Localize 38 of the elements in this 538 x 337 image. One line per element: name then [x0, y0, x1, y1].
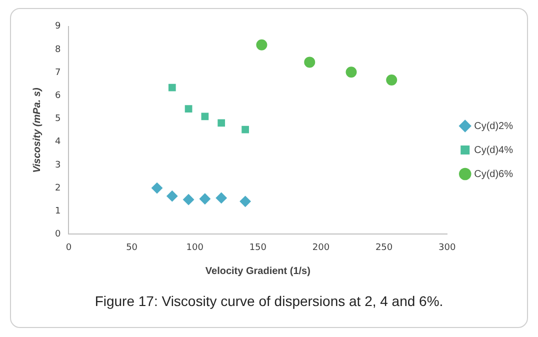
x-tick-label: 0: [66, 242, 72, 253]
text: Figure 17: Viscosity curve of dispersions at 2, 4 and 6%.: [94, 293, 444, 309]
point: [199, 193, 210, 204]
x-tick-label: 150: [249, 242, 267, 253]
y-tick-label: 5: [54, 114, 61, 124]
point: [168, 84, 176, 92]
point: [201, 112, 209, 120]
y-tick-label: 8: [54, 44, 61, 55]
legend-label: Cy(d)4%: [474, 144, 514, 156]
y-tick-label: 7: [54, 68, 61, 78]
y-tick-label: 9: [54, 22, 61, 32]
point: [256, 39, 268, 50]
y-tick-label: 2: [54, 183, 61, 194]
point: [183, 194, 194, 206]
point: [386, 74, 398, 86]
legend-label: Cy(d)6%: [474, 168, 514, 180]
point: [346, 66, 357, 78]
point: [152, 182, 163, 194]
y-tick-label: 0: [54, 230, 61, 240]
point: [216, 192, 227, 204]
y-tick-label: 1: [54, 206, 61, 216]
point: [184, 105, 192, 113]
x-tick-label: 100: [186, 242, 204, 253]
point: [242, 126, 249, 134]
legend-label: Cy(d)2%: [474, 120, 514, 132]
x-tick-label: 250: [375, 242, 393, 253]
x-tick-label: 50: [126, 242, 138, 253]
x-axis-title: Velocity Gradient (1/s): [205, 266, 310, 277]
point: [304, 56, 316, 68]
y-tick-label: 6: [54, 91, 61, 102]
point: [240, 196, 251, 207]
y-tick-label: 4: [54, 137, 61, 148]
x-tick-label: 300: [438, 242, 456, 253]
point: [218, 119, 226, 127]
x-tick-label: 200: [312, 242, 330, 253]
y-axis-title: Viscosity (mPa. s): [32, 87, 43, 173]
point: [166, 190, 178, 202]
y-tick-label: 3: [54, 160, 61, 170]
